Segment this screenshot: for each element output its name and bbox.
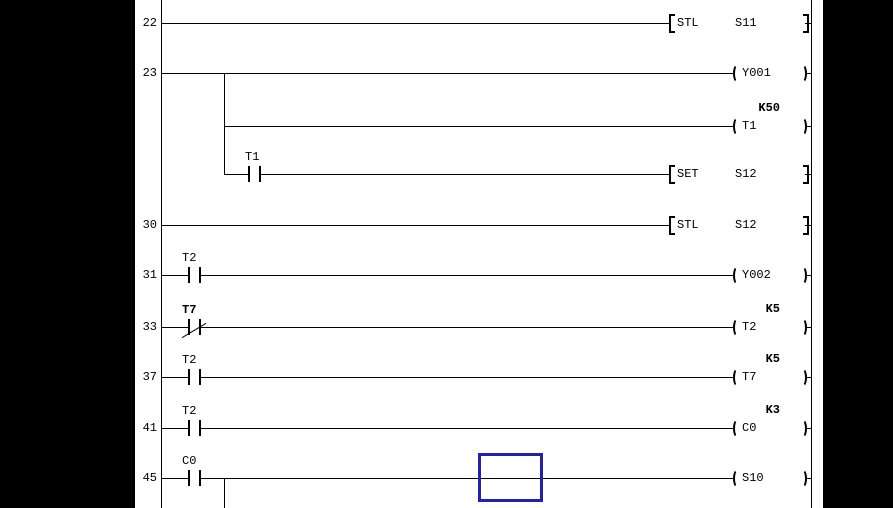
timer-setpoint: K5 — [765, 352, 780, 366]
branch-wire — [224, 73, 225, 175]
rung-wire — [201, 428, 733, 429]
rail-tick — [806, 478, 812, 479]
right-power-rail — [811, 0, 812, 508]
coil-open-paren-icon — [733, 419, 742, 438]
step-number: 23 — [142, 66, 157, 80]
instruction-operand: S12 — [735, 218, 757, 232]
rung-wire — [201, 377, 733, 378]
coil-device: S10 — [742, 471, 764, 485]
contact-label: T1 — [245, 150, 260, 164]
contact-bar-icon — [199, 420, 201, 436]
coil-device: Y002 — [742, 268, 771, 282]
step-number: 30 — [142, 218, 157, 232]
contact-bar-icon — [199, 470, 201, 486]
rung-wire — [224, 126, 733, 127]
open-bracket-icon — [669, 14, 675, 33]
contact-label: C0 — [182, 454, 197, 468]
step-number: 41 — [142, 421, 157, 435]
rung-wire — [161, 478, 188, 479]
rung-wire — [224, 174, 248, 175]
contact-bar-icon — [188, 420, 190, 436]
contact-label: T2 — [182, 251, 197, 265]
coil-device: T7 — [742, 370, 757, 384]
contact-bar-icon — [199, 267, 201, 283]
rail-tick — [805, 23, 812, 24]
contact-label: T7 — [182, 303, 197, 317]
step-number: 22 — [142, 16, 157, 30]
edit-cursor[interactable] — [478, 453, 543, 502]
instruction-name: SET — [677, 167, 699, 181]
rung-wire — [161, 377, 188, 378]
open-bracket-icon — [669, 165, 675, 184]
instruction-operand: S11 — [735, 16, 757, 30]
instruction-name: STL — [677, 218, 699, 232]
open-bracket-icon — [669, 216, 675, 235]
rung-wire — [161, 225, 670, 226]
coil-open-paren-icon — [733, 117, 742, 136]
rung-wire — [161, 327, 188, 328]
contact-label: T2 — [182, 404, 197, 418]
timer-setpoint: K5 — [765, 302, 780, 316]
rung-wire — [161, 275, 188, 276]
rail-tick — [806, 377, 812, 378]
rung-wire — [201, 275, 733, 276]
coil-open-paren-icon — [733, 469, 742, 488]
contact-bar-icon — [248, 166, 250, 182]
step-number: 45 — [142, 471, 157, 485]
coil-open-paren-icon — [733, 64, 742, 83]
rail-tick — [805, 225, 812, 226]
coil-open-paren-icon — [733, 368, 742, 387]
contact-bar-icon — [199, 369, 201, 385]
contact-bar-icon — [188, 470, 190, 486]
coil-open-paren-icon — [733, 318, 742, 337]
coil-device: T1 — [742, 119, 757, 133]
left-power-rail — [161, 0, 162, 508]
counter-setpoint: K3 — [765, 403, 780, 417]
step-number: 33 — [142, 320, 157, 334]
contact-bar-icon — [259, 166, 261, 182]
rail-tick — [806, 428, 812, 429]
coil-device: T2 — [742, 320, 757, 334]
coil-open-paren-icon — [733, 266, 742, 285]
rail-tick — [806, 126, 812, 127]
rung-wire — [161, 23, 670, 24]
rail-tick — [805, 174, 812, 175]
contact-label: T2 — [182, 353, 197, 367]
step-number: 31 — [142, 268, 157, 282]
contact-bar-icon — [188, 369, 190, 385]
rung-wire — [161, 73, 733, 74]
rail-tick — [806, 327, 812, 328]
rung-wire — [201, 478, 733, 479]
rail-tick — [806, 275, 812, 276]
contact-bar-icon — [188, 319, 190, 335]
contact-bar-icon — [188, 267, 190, 283]
step-number: 37 — [142, 370, 157, 384]
rung-wire — [161, 428, 188, 429]
coil-device: Y001 — [742, 66, 771, 80]
ladder-canvas[interactable] — [135, 0, 823, 508]
rung-wire — [261, 174, 670, 175]
timer-setpoint: K50 — [758, 101, 780, 115]
coil-device: C0 — [742, 421, 757, 435]
rung-wire — [201, 327, 733, 328]
instruction-operand: S12 — [735, 167, 757, 181]
branch-wire — [224, 478, 225, 508]
instruction-name: STL — [677, 16, 699, 30]
rail-tick — [806, 73, 812, 74]
